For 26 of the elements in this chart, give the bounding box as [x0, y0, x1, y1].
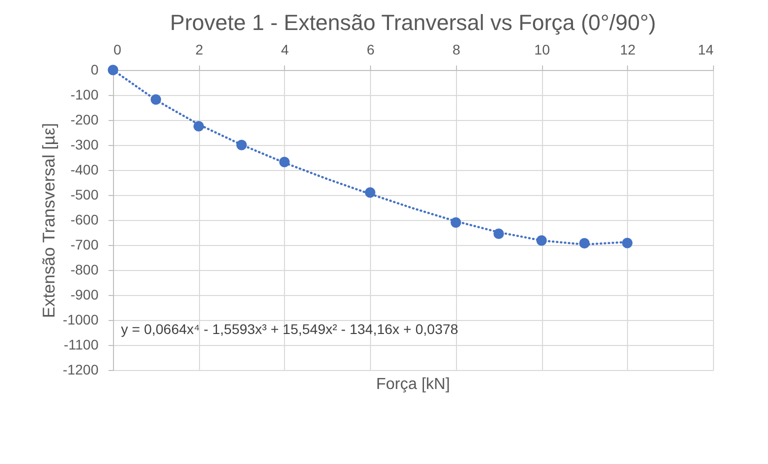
y-tick-label: -400: [70, 162, 99, 178]
y-tick-label: -1000: [62, 312, 99, 328]
y-tick-label: -100: [70, 86, 99, 102]
x-tick-label: 4: [281, 42, 290, 58]
y-tick-label: -1100: [64, 336, 99, 352]
chart-title: Provete 1 - Extensão Tranversal vs Força (0°/90°): [170, 10, 656, 35]
y-tick-label: -200: [70, 112, 99, 128]
x-tick-label: 10: [534, 42, 550, 58]
y-tick-label: -1200: [62, 362, 99, 378]
y-tick-label: -900: [70, 286, 99, 302]
point: [622, 238, 633, 248]
annotation: y = 0,0664x⁴ - 1,5593x³ + 15,549x² - 134,16x + 0,0378: [121, 321, 458, 337]
y-tick-label: -500: [70, 186, 99, 202]
y-tick-label: -800: [70, 262, 99, 278]
y-tick-label: -700: [70, 236, 99, 252]
x-tick-label: 2: [195, 42, 204, 58]
y-tick-label: 0: [90, 62, 99, 78]
x-tick-label: 14: [698, 42, 714, 58]
x-axis-title: Força [kN]: [376, 376, 450, 393]
y-tick-label: -600: [70, 212, 99, 228]
y-axis-title: Extensão Transversal [µε]: [40, 122, 59, 318]
x-tick-label: 8: [452, 42, 460, 58]
y-tick-label: -300: [70, 136, 99, 152]
x-tick-label: 6: [366, 42, 375, 58]
x-tick-label: 12: [620, 42, 636, 58]
x-tick-label: 0: [114, 42, 122, 58]
